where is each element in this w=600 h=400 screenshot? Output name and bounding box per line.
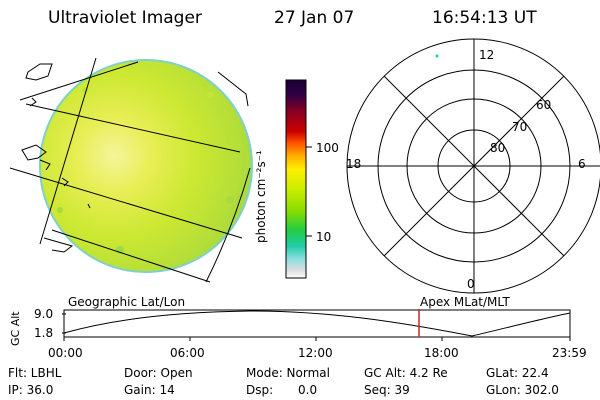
polar-label-70: 70 <box>512 120 528 134</box>
polar-label-0: 0 <box>467 277 475 291</box>
coastline <box>21 144 47 161</box>
info-door: Door: Open <box>124 366 193 380</box>
altitude-y-bottom: 1.8 <box>34 326 54 340</box>
polar-data-point <box>435 54 439 58</box>
polar-label-60: 60 <box>536 98 552 112</box>
altitude-y-top: 9.0 <box>34 307 54 321</box>
date-label: 27 Jan 07 <box>274 8 355 28</box>
info-dsp-label: Dsp: <box>246 383 274 397</box>
info-gain: Gain: 14 <box>124 383 175 397</box>
altitude-x-tick-1: 06:00 <box>170 346 205 360</box>
info-glat: GLat: 22.4 <box>486 366 549 380</box>
altitude-plot-frame <box>63 309 571 338</box>
time-label: 16:54:13 UT <box>432 8 537 28</box>
latitude-line <box>19 61 139 101</box>
colorbar-title: photon cm⁻²s⁻¹ <box>254 150 268 243</box>
coastline <box>39 159 51 171</box>
info-mode: Mode: Normal <box>246 366 330 380</box>
altitude-curve <box>63 310 571 337</box>
latitude-line <box>9 167 243 239</box>
app-title: Ultraviolet Imager <box>48 8 202 28</box>
altitude-plot <box>62 309 571 341</box>
colorbar-tick-100: 100 <box>316 141 339 155</box>
info-dsp-value: 0.0 <box>298 383 318 397</box>
apex-caption: Apex MLat/MLT <box>420 295 510 309</box>
coastline <box>29 97 37 107</box>
color-bar-scale <box>285 79 307 279</box>
polar-label-12: 12 <box>479 48 495 62</box>
altitude-x-tick-2: 12:00 <box>298 346 333 360</box>
coastline <box>61 177 69 187</box>
polar-label-6: 6 <box>578 157 586 171</box>
coastline <box>43 237 74 253</box>
coastlines <box>21 63 249 253</box>
polar-label-18: 18 <box>346 157 362 171</box>
latitude-line <box>51 229 211 283</box>
polar-diagonal <box>383 75 565 257</box>
uv-disk-rim <box>39 59 253 273</box>
coastline <box>217 71 249 107</box>
colorbar-tick-10: 10 <box>316 230 332 244</box>
polar-plot <box>346 38 600 294</box>
coastline <box>25 63 53 81</box>
altitude-ylabel: GC Alt <box>9 311 22 346</box>
info-glon: GLon: 302.0 <box>486 383 559 397</box>
geographic-caption: Geographic Lat/Lon <box>68 295 186 309</box>
uv-disk-texture <box>57 87 234 254</box>
geographic-grid <box>9 57 251 283</box>
altitude-x-tick-0: 00:00 <box>48 346 83 360</box>
info-flt: Flt: LBHL <box>8 366 62 380</box>
longitude-line <box>39 57 97 245</box>
longitude-line <box>205 167 251 283</box>
color-bar <box>285 79 312 279</box>
uv-image <box>39 59 253 273</box>
altitude-x-tick-3: 18:00 <box>424 346 459 360</box>
latitude-line <box>25 103 241 153</box>
info-seq: Seq: 39 <box>364 383 410 397</box>
coastline <box>87 203 91 209</box>
polar-label-80: 80 <box>490 141 506 155</box>
info-ip: IP: 36.0 <box>8 383 54 397</box>
altitude-x-tick-4: 23:59 <box>552 346 587 360</box>
uv-disk <box>40 60 252 272</box>
info-gc-alt: GC Alt: 4.2 Re <box>364 366 448 380</box>
